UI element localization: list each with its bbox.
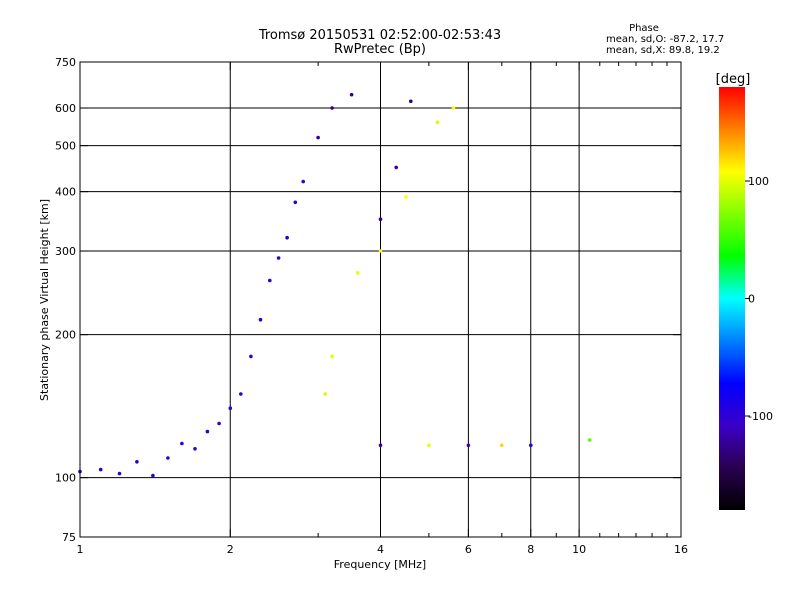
- echo-point: [323, 392, 328, 396]
- grid-lines: [80, 62, 681, 537]
- chart-title: Tromsø 20150531 02:52:00-02:53:43: [258, 28, 501, 43]
- echo-point: [151, 473, 155, 478]
- echo-point: [500, 443, 504, 448]
- echo-point: [205, 429, 210, 434]
- echo-point: [117, 471, 122, 476]
- y-tick-label: 500: [55, 140, 76, 153]
- phase-stats-o: mean, sd,O: -87.2, 17.7: [606, 34, 724, 45]
- echo-point: [330, 354, 334, 359]
- x-tick-label: 4: [377, 543, 384, 556]
- echo-point: [316, 135, 320, 140]
- echo-point: [404, 195, 408, 199]
- y-tick-label: 300: [55, 245, 76, 258]
- echo-point: [258, 317, 263, 322]
- x-axis-label: Frequency [MHz]: [334, 558, 426, 571]
- chart-subtitle: RwPretec (Bp): [334, 42, 426, 57]
- colorbar-ticks: 100 0 -100: [745, 175, 773, 423]
- echo-point: [355, 271, 360, 275]
- echo-point: [228, 406, 233, 411]
- echo-point: [239, 392, 243, 396]
- echo-point: [276, 256, 281, 260]
- echo-point: [427, 443, 431, 448]
- echo-point: [301, 179, 306, 184]
- y-tick-label: 200: [55, 329, 76, 342]
- echo-point: [268, 278, 272, 283]
- y-tick-label: 400: [55, 186, 76, 199]
- echo-point: [217, 421, 221, 426]
- echo-point: [330, 106, 334, 110]
- phase-stats-x: mean, sd,X: 89.8, 19.2: [606, 45, 720, 56]
- echo-point: [349, 92, 354, 97]
- echo-point: [293, 200, 298, 205]
- colorbar-label: [deg]: [716, 72, 751, 87]
- y-tick-label: 75: [62, 531, 76, 544]
- echo-point: [378, 217, 383, 221]
- echo-point: [166, 456, 170, 460]
- echo-point: [451, 106, 456, 110]
- echo-point: [98, 467, 103, 472]
- phase-stats-heading: Phase: [629, 23, 659, 34]
- x-tick-label: 1: [77, 543, 84, 556]
- x-tick-label: 2: [227, 543, 234, 556]
- echo-point: [409, 99, 413, 104]
- echo-point: [529, 443, 533, 448]
- echo-point: [587, 438, 592, 442]
- y-axis: 75 100 200 300 400 500 600 750: [55, 56, 681, 544]
- x-tick-label: 6: [465, 543, 472, 556]
- echo-point: [249, 354, 253, 359]
- y-tick-label: 100: [55, 472, 76, 485]
- echo-point: [378, 249, 383, 253]
- echo-point: [378, 443, 383, 448]
- echo-point: [466, 443, 471, 448]
- x-tick-label: 8: [527, 543, 534, 556]
- colorbar-tick-label: 100: [748, 175, 769, 188]
- y-tick-label: 600: [55, 102, 76, 115]
- echo-point: [193, 447, 197, 451]
- x-axis: 1 2 4 6 8 10 16: [77, 62, 688, 556]
- echo-point: [135, 460, 139, 464]
- x-tick-label: 16: [674, 543, 688, 556]
- echo-point: [394, 165, 399, 170]
- echo-points: [78, 92, 592, 478]
- colorbar: [719, 87, 745, 510]
- y-axis-label: Stationary phase Virtual Height [km]: [38, 199, 51, 401]
- colorbar-tick-label: 0: [748, 293, 755, 306]
- y-tick-label: 750: [55, 56, 76, 69]
- echo-point: [285, 235, 289, 240]
- x-tick-label: 10: [572, 543, 586, 556]
- echo-point: [180, 441, 184, 446]
- colorbar-tick-label: -100: [748, 410, 773, 423]
- echo-point: [435, 120, 440, 125]
